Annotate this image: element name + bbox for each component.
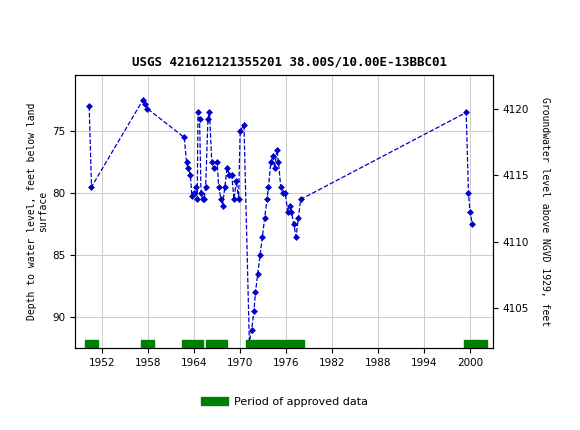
- Text: USGS 421612121355201 38.00S/10.00E-13BBC01: USGS 421612121355201 38.00S/10.00E-13BBC…: [132, 56, 448, 69]
- Y-axis label: Groundwater level above NGVD 1929, feet: Groundwater level above NGVD 1929, feet: [541, 97, 550, 326]
- Bar: [206, 340, 227, 348]
- Y-axis label: Depth to water level, feet below land
surface: Depth to water level, feet below land su…: [27, 103, 48, 320]
- Text: ≡USGS: ≡USGS: [14, 14, 85, 31]
- Bar: [464, 340, 487, 348]
- Bar: [85, 340, 99, 348]
- Legend: Period of approved data: Period of approved data: [196, 392, 372, 411]
- Bar: [246, 340, 304, 348]
- Bar: [182, 340, 204, 348]
- Bar: [140, 340, 154, 348]
